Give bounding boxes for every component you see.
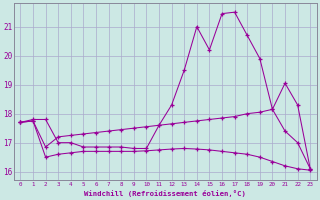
X-axis label: Windchill (Refroidissement éolien,°C): Windchill (Refroidissement éolien,°C) (84, 190, 246, 197)
